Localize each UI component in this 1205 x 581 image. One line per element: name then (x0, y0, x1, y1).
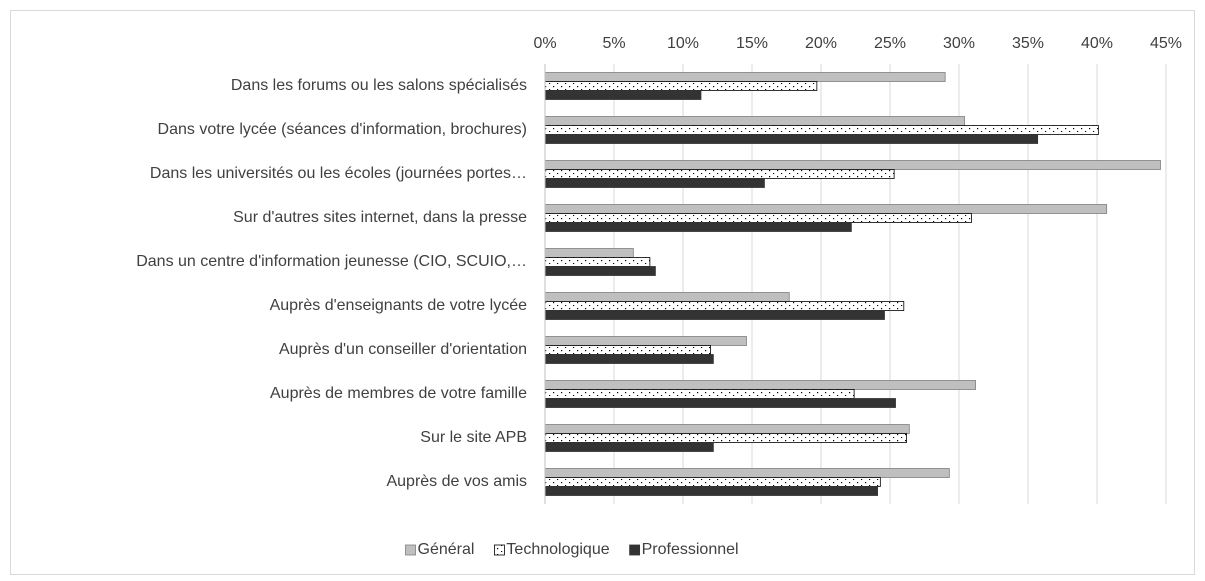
bar (544, 477, 881, 487)
bar (544, 345, 712, 355)
bar (544, 442, 714, 452)
x-tick-label: 40% (1081, 35, 1113, 52)
bar (544, 125, 1099, 135)
bar (544, 134, 1039, 144)
category-label: Sur le site APB (420, 429, 527, 446)
category-label: Sur d'autres sites internet, dans la pre… (233, 209, 527, 226)
category-label: Auprès d'un conseiller d'orientation (279, 341, 527, 358)
bar (544, 257, 651, 267)
legend-label: Général (418, 541, 475, 558)
bar (544, 222, 852, 232)
bar (544, 354, 714, 364)
x-tick-label: 20% (805, 35, 837, 52)
category-label: Dans votre lycée (séances d'information,… (158, 121, 527, 138)
bar (544, 424, 910, 434)
category-label: Auprès d'enseignants de votre lycée (270, 297, 528, 314)
bar (544, 433, 907, 443)
x-tick-label: 15% (736, 35, 768, 52)
category-label: Dans les forums ou les salons spécialisé… (231, 77, 527, 94)
legend-swatch (629, 544, 641, 556)
bar (544, 72, 946, 82)
x-tick-label: 30% (943, 35, 975, 52)
bar (544, 468, 950, 478)
legend-label: Professionnel (642, 541, 739, 558)
category-label: Dans les universités ou les écoles (jour… (150, 165, 527, 182)
bar (544, 213, 972, 223)
bar (544, 486, 878, 496)
category-label: Auprès de vos amis (386, 473, 527, 490)
bar (544, 248, 634, 258)
bar (544, 178, 765, 188)
bar (544, 116, 965, 126)
bar (544, 266, 656, 276)
bar (544, 90, 702, 100)
legend-swatch (405, 544, 416, 556)
bar (544, 336, 747, 346)
bar (544, 160, 1161, 170)
x-tick-label: 5% (602, 35, 625, 52)
bar (544, 169, 895, 179)
bar (544, 292, 790, 302)
x-tick-label: 45% (1150, 35, 1182, 52)
x-tick-label: 35% (1012, 35, 1044, 52)
bar (544, 398, 896, 408)
x-tick-label: 10% (667, 35, 699, 52)
legend-label: Technologique (506, 541, 609, 558)
bar (544, 301, 905, 311)
category-label: Auprès de membres de votre famille (270, 385, 527, 402)
x-tick-label: 0% (533, 35, 556, 52)
bar (544, 310, 885, 320)
bar (544, 380, 976, 390)
bar (544, 389, 855, 399)
x-tick-label: 25% (874, 35, 906, 52)
legend-swatch (494, 544, 505, 556)
bar (544, 204, 1108, 214)
category-label: Dans un centre d'information jeunesse (C… (136, 253, 527, 270)
bar (544, 81, 818, 91)
